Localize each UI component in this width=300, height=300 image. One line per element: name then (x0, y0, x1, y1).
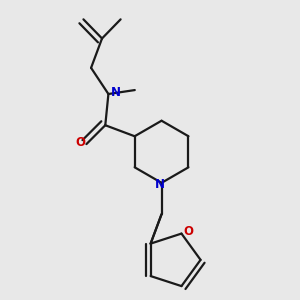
Text: O: O (76, 136, 85, 149)
Text: N: N (111, 86, 121, 99)
Text: O: O (184, 225, 194, 239)
Text: N: N (155, 178, 165, 191)
